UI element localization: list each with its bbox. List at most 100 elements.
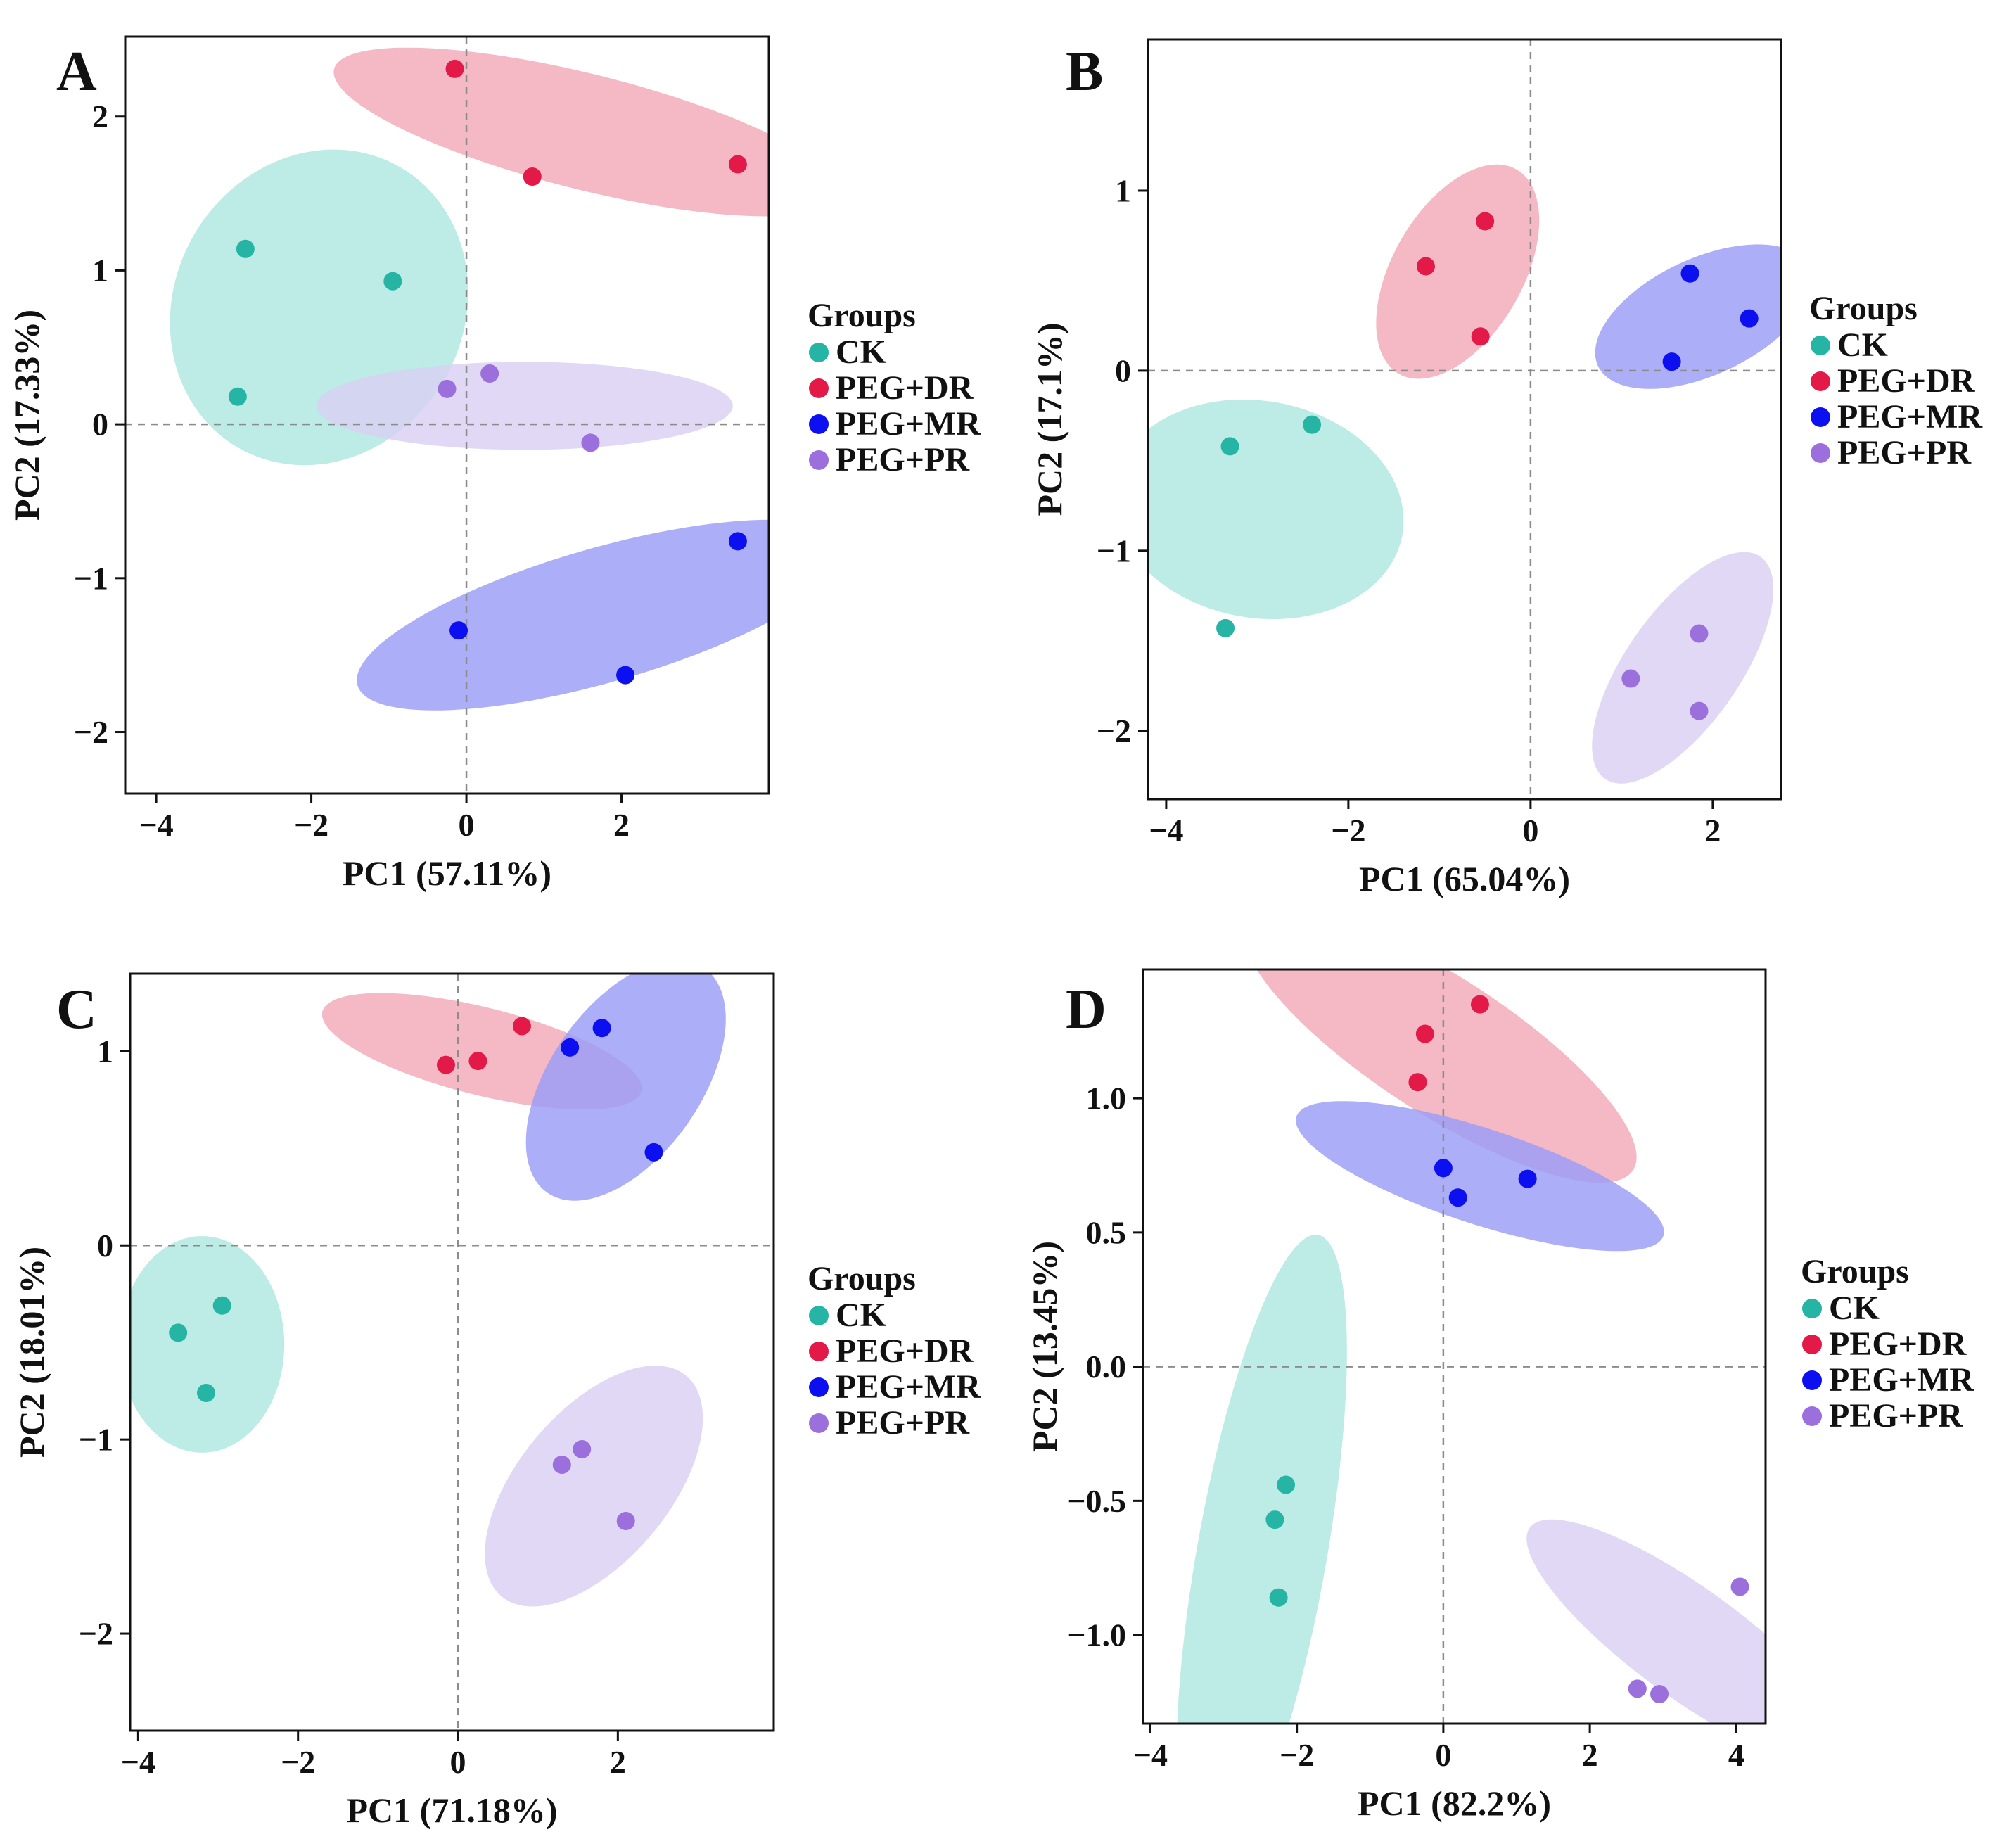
panel-c-point-ck-3 <box>196 1383 215 1402</box>
panel-b-point-ck-3 <box>1216 618 1235 637</box>
panel-b-legend-marker-ck <box>1811 336 1830 355</box>
panel-c-frame <box>129 972 775 1732</box>
panel-d-ytick-label: 1.0 <box>1086 1081 1127 1116</box>
panel-b-xtick-label: 2 <box>1704 813 1721 848</box>
panel-a-point-pegdr-2 <box>523 167 542 186</box>
panel-a-ellipse-pegpr <box>316 362 733 450</box>
panel-b-point-ck-2 <box>1220 437 1239 456</box>
panel-a-legend-label-pegpr: PEG+PR <box>836 441 970 478</box>
panel-a-xtick-label: −2 <box>294 807 328 843</box>
panel-d-point-pegmr-2 <box>1518 1169 1537 1188</box>
panel-a-point-pegdr-3 <box>728 155 747 174</box>
panel-b-plot-area <box>1148 39 1781 799</box>
panel-b-point-pegdr-1 <box>1476 212 1495 231</box>
panel-b-point-pegdr-3 <box>1471 327 1490 346</box>
panel-b-point-ck-1 <box>1303 415 1322 434</box>
panel-a-legend-label-ck: CK <box>836 333 886 371</box>
panel-c-legend-label-pegpr: PEG+PR <box>836 1404 970 1442</box>
panel-c-point-pegpr-1 <box>573 1439 592 1458</box>
panel-a-ytick-label: 0 <box>92 407 108 443</box>
panel-c-point-pegdr-1 <box>512 1017 531 1036</box>
panel-d-ytick-label: 0.0 <box>1086 1349 1127 1385</box>
panel-a-xtick-label: 2 <box>613 807 630 843</box>
panel-b-point-pegdr-2 <box>1416 257 1435 276</box>
panel-b-xtick-label: 0 <box>1522 813 1538 848</box>
panel-d-point-ck-2 <box>1265 1510 1284 1529</box>
panel-d-point-pegdr-1 <box>1470 995 1489 1014</box>
panel-c: C −4 −2 0 2 −2 −1 0 1 PC1 (71.18%) PC2 (18.01%) Gro… <box>12 972 981 1830</box>
panel-d-plot-area <box>1143 969 1766 1724</box>
panel-b-legend-label-pegmr: PEG+MR <box>1837 398 1983 435</box>
panel-a-frame <box>124 35 770 795</box>
panel-b-ellipse-ck <box>1148 399 1404 619</box>
panel-d-legend-label-pegdr: PEG+DR <box>1829 1325 1967 1363</box>
panel-d-xtick-label: 0 <box>1435 1737 1451 1773</box>
panel-d-xtick-label: 2 <box>1582 1737 1598 1773</box>
panel-a-point-ck-3 <box>228 387 247 406</box>
panel-a-legend-title: Groups <box>808 297 916 334</box>
panel-d-legend-label-ck: CK <box>1829 1290 1880 1327</box>
panel-d-legend-marker-pegdr <box>1802 1335 1822 1354</box>
panel-c-ellipse-ck <box>130 1236 285 1453</box>
panel-a-ytick-label: −2 <box>74 714 108 750</box>
panel-c-legend-marker-ck <box>809 1306 829 1325</box>
panel-c-xtick-label: 2 <box>610 1744 626 1780</box>
panel-d-y-axis-label: PC2 (13.45%) <box>1025 1241 1064 1452</box>
panel-d-legend-marker-ck <box>1802 1299 1822 1318</box>
panel-a-plot-area <box>125 37 769 794</box>
panel-d-x-axis-label: PC1 (82.2%) <box>1358 1783 1551 1823</box>
panel-c-ellipse-pegmr <box>525 974 726 1201</box>
panel-c-x-axis-label: PC1 (71.18%) <box>347 1790 558 1830</box>
panel-b-point-pegpr-3 <box>1690 701 1709 720</box>
panel-d-point-pegmr-3 <box>1448 1188 1467 1207</box>
panel-b-ytick-label: 0 <box>1115 352 1131 388</box>
panel-c-plot-area <box>130 974 774 1731</box>
panel-b-y-axis-label: PC2 (17.1%) <box>1030 323 1069 516</box>
panel-c-xtick-label: 0 <box>450 1744 466 1780</box>
panel-b-x-axis-label: PC1 (65.04%) <box>1359 859 1570 898</box>
panel-b-legend-label-ck: CK <box>1837 326 1888 364</box>
panel-c-legend-label-pegmr: PEG+MR <box>836 1368 981 1406</box>
panel-d-ytick-label: −0.5 <box>1067 1483 1126 1519</box>
panel-d-point-ck-1 <box>1277 1475 1296 1494</box>
panel-c-legend-label-pegdr: PEG+DR <box>836 1332 974 1370</box>
panel-b-ellipse-pegpr <box>1592 552 1773 784</box>
panel-d-xtick-label: 4 <box>1728 1737 1744 1773</box>
panel-d-frame <box>1142 968 1767 1725</box>
panel-a-x-axis-label: PC1 (57.11%) <box>343 853 551 893</box>
panel-a-ytick-label: −1 <box>74 560 108 596</box>
panel-c-legend-marker-pegmr <box>809 1377 829 1397</box>
panel-a-point-pegpr-1 <box>438 379 457 398</box>
panel-b-legend-marker-pegpr <box>1811 443 1830 463</box>
panel-b-legend-label-pegpr: PEG+PR <box>1837 434 1972 471</box>
panel-c-ytick-label: −1 <box>79 1422 113 1458</box>
panel-d-legend-marker-pegmr <box>1802 1370 1822 1390</box>
panel-a-legend-marker-pegdr <box>809 378 829 398</box>
panel-b-point-pegpr-2 <box>1621 669 1640 688</box>
panel-b-legend-marker-pegmr <box>1811 407 1830 427</box>
panel-a-ytick-label: 1 <box>92 253 108 288</box>
panel-b-frame <box>1147 38 1782 801</box>
panel-d-xtick-label: −4 <box>1133 1737 1168 1773</box>
panel-b-ytick-label: −2 <box>1097 713 1131 749</box>
panel-a-xtick-label: −4 <box>139 807 173 843</box>
panel-b-legend-title: Groups <box>1809 290 1918 327</box>
panel-c-point-pegdr-3 <box>468 1052 487 1071</box>
panel-d-legend-marker-pegpr <box>1802 1406 1822 1426</box>
panel-d-ellipse-ck <box>1177 1235 1347 1724</box>
panel-c-legend-title: Groups <box>808 1260 916 1297</box>
panel-a-point-pegpr-2 <box>480 364 499 383</box>
panel-a-point-pegmr-2 <box>449 621 468 640</box>
panel-a-point-pegmr-1 <box>728 532 747 551</box>
panel-a-ellipse-pegdr <box>333 47 769 217</box>
panel-a: A −4 −2 0 2 −2 −1 0 1 2 PC1 (57.11%) PC2 (17.33%) Gr… <box>7 35 981 893</box>
panel-d-ytick-label: −1.0 <box>1067 1617 1126 1653</box>
panel-d-legend-label-pegmr: PEG+MR <box>1829 1361 1974 1399</box>
panel-c-ytick-label: 1 <box>97 1033 113 1069</box>
panel-c-ytick-label: 0 <box>97 1228 113 1264</box>
panel-d-point-ck-3 <box>1269 1588 1288 1607</box>
panel-d-legend-title: Groups <box>1801 1253 1909 1290</box>
